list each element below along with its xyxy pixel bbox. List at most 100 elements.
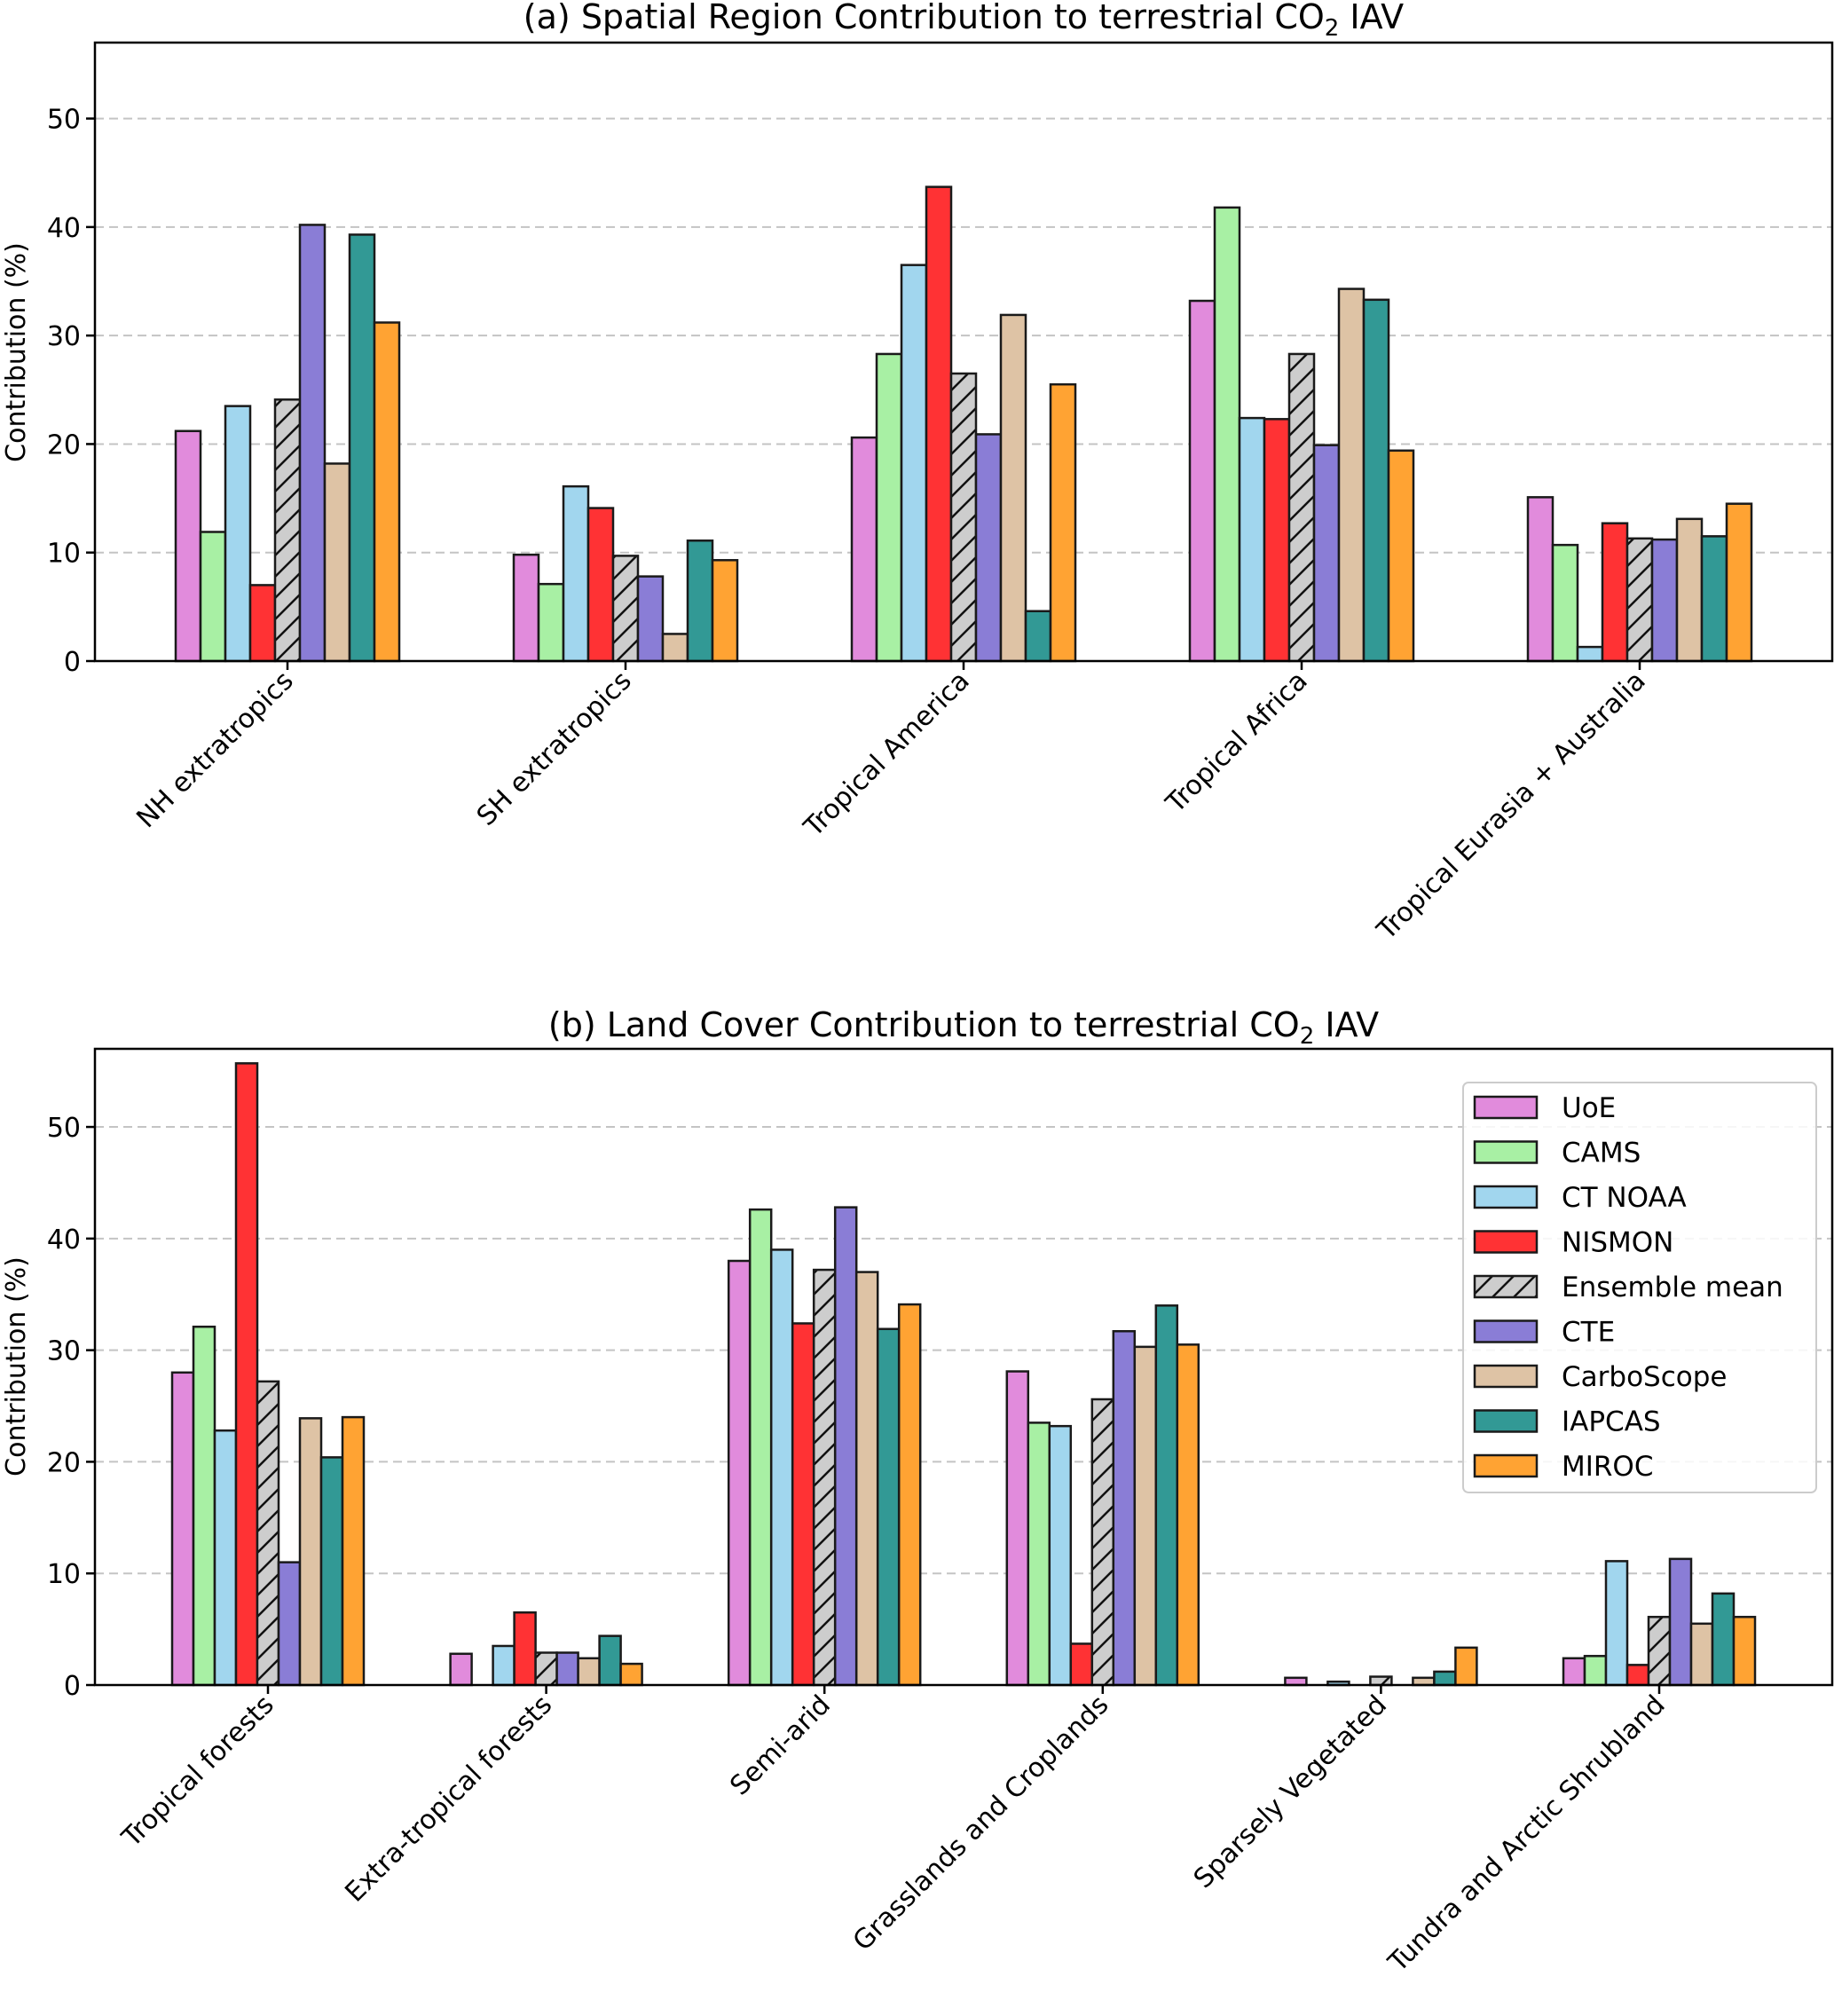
bar-ensemble-mean xyxy=(949,372,978,663)
bar-carboscope xyxy=(1337,287,1366,663)
bar-uoe xyxy=(449,1652,473,1687)
bar-cte xyxy=(277,1561,302,1687)
bar-ct-noaa xyxy=(1604,1560,1629,1687)
legend-swatch-carboscope xyxy=(1473,1364,1539,1389)
bar-cams xyxy=(1027,1421,1051,1687)
x-ticks-a: NH extratropics SH extratropics Tropical A… xyxy=(130,661,1652,947)
legend-swatch-ct-noaa xyxy=(1473,1185,1539,1209)
bar-uoe xyxy=(1188,299,1216,663)
bar-ct-noaa xyxy=(1048,1424,1073,1687)
x-tick-label: Tropical America xyxy=(798,665,976,844)
bar-miroc xyxy=(341,1415,366,1687)
bar-uoe xyxy=(1526,496,1555,663)
bar-cams xyxy=(1213,206,1241,663)
bar-uoe xyxy=(512,553,540,663)
bar-cte xyxy=(974,433,1003,663)
bar-carboscope xyxy=(854,1271,879,1687)
y-tick-label: 20 xyxy=(47,1447,81,1478)
bar-cams xyxy=(875,352,903,663)
legend-label: CT NOAA xyxy=(1562,1182,1687,1214)
bar-miroc xyxy=(1176,1343,1200,1687)
bar-ct-noaa xyxy=(562,484,590,663)
y-tick-label: 50 xyxy=(47,105,81,136)
y-ticks-a: 0 10 20 30 40 50 xyxy=(47,105,95,678)
bar-ct-noaa xyxy=(1576,645,1604,663)
bar-iapcas xyxy=(1362,298,1390,663)
bar-iapcas xyxy=(876,1327,901,1687)
bar-uoe xyxy=(1005,1370,1030,1687)
bar-uoe xyxy=(850,436,878,663)
bar-nismon xyxy=(1069,1642,1094,1687)
panel-spatial-region: (a) Spatial Region Contribution to terre… xyxy=(1,0,1834,947)
bar-ensemble-mean xyxy=(611,555,640,663)
bar-iapcas xyxy=(1154,1304,1179,1687)
legend-box xyxy=(1462,1082,1817,1493)
bar-carboscope xyxy=(1689,1622,1714,1687)
bar-iapcas xyxy=(1433,1670,1457,1687)
bar-cte xyxy=(1650,538,1679,663)
bar-nismon xyxy=(925,185,953,663)
x-tick-label: Sparsely Vegetated xyxy=(1188,1689,1393,1894)
bar-ensemble-mean xyxy=(1090,1398,1115,1687)
y-tick-label: 40 xyxy=(47,1225,81,1256)
bar-cams xyxy=(537,582,565,663)
legend-swatch-ensemble-mean xyxy=(1473,1274,1539,1299)
bar-nismon xyxy=(234,1062,259,1687)
legend-swatch-miroc xyxy=(1473,1453,1539,1478)
bar-cte xyxy=(833,1206,858,1687)
bar-ct-noaa xyxy=(213,1429,238,1687)
bar-ensemble-mean xyxy=(1287,352,1316,663)
legend-swatch-nismon xyxy=(1473,1230,1539,1254)
legend-label: IAPCAS xyxy=(1562,1406,1661,1438)
legend-label: MIROC xyxy=(1562,1451,1653,1483)
bar-ct-noaa xyxy=(900,264,928,663)
legend-label: CAMS xyxy=(1562,1138,1641,1169)
bar-cte xyxy=(555,1651,579,1687)
axes-frame-a xyxy=(93,41,1834,663)
chart-title-a: (a) Spatial Region Contribution to terre… xyxy=(523,0,1404,42)
bar-nismon xyxy=(1601,522,1629,663)
bar-miroc xyxy=(373,321,401,663)
bar-ct-noaa xyxy=(1238,416,1266,663)
bar-ensemble-mean xyxy=(256,1380,280,1687)
bar-nismon xyxy=(513,1610,537,1687)
y-ticks-b: 0 10 20 30 40 50 xyxy=(47,1113,95,1702)
y-tick-label: 0 xyxy=(64,1671,81,1702)
gridlines-b xyxy=(95,1126,1832,1575)
bar-cte xyxy=(636,575,665,663)
bar-cte xyxy=(1112,1329,1137,1687)
legend-label: Ensemble mean xyxy=(1562,1272,1783,1303)
bar-carboscope xyxy=(323,462,351,663)
x-tick-label: NH extratropics xyxy=(130,665,299,834)
x-tick-label: Tropical Africa xyxy=(1160,665,1314,820)
legend-swatch-cams xyxy=(1473,1140,1539,1164)
bar-carboscope xyxy=(298,1417,323,1687)
bar-nismon xyxy=(586,507,615,663)
x-tick-label: SH extratropics xyxy=(471,665,638,832)
bar-miroc xyxy=(1454,1646,1478,1687)
bars-a xyxy=(174,185,1753,663)
bar-cams xyxy=(1583,1655,1608,1687)
bar-carboscope xyxy=(999,313,1027,663)
bar-uoe xyxy=(174,429,202,663)
bar-cte xyxy=(298,224,327,663)
axes-frame-b xyxy=(93,1047,1834,1687)
y-tick-label: 20 xyxy=(47,429,81,461)
legend-label: NISMON xyxy=(1562,1227,1673,1259)
legend-label: CTE xyxy=(1562,1317,1615,1349)
y-axis-label-b: Contribution (%) xyxy=(1,1256,32,1477)
bars-b xyxy=(170,1062,1757,1687)
bar-cte xyxy=(1312,444,1341,663)
bar-nismon xyxy=(791,1322,815,1687)
bar-cams xyxy=(192,1325,216,1687)
bar-ensemble-mean xyxy=(812,1268,837,1687)
bar-nismon xyxy=(1625,1664,1650,1687)
bar-iapcas xyxy=(1024,610,1052,663)
bar-carboscope xyxy=(1133,1345,1158,1687)
y-tick-label: 50 xyxy=(47,1113,81,1144)
panel-land-cover: (b) Land Cover Contribution to terrestri… xyxy=(1,1005,1834,1979)
legend-label: UoE xyxy=(1562,1092,1616,1124)
bar-cte xyxy=(1668,1557,1693,1687)
bar-iapcas xyxy=(686,539,714,663)
